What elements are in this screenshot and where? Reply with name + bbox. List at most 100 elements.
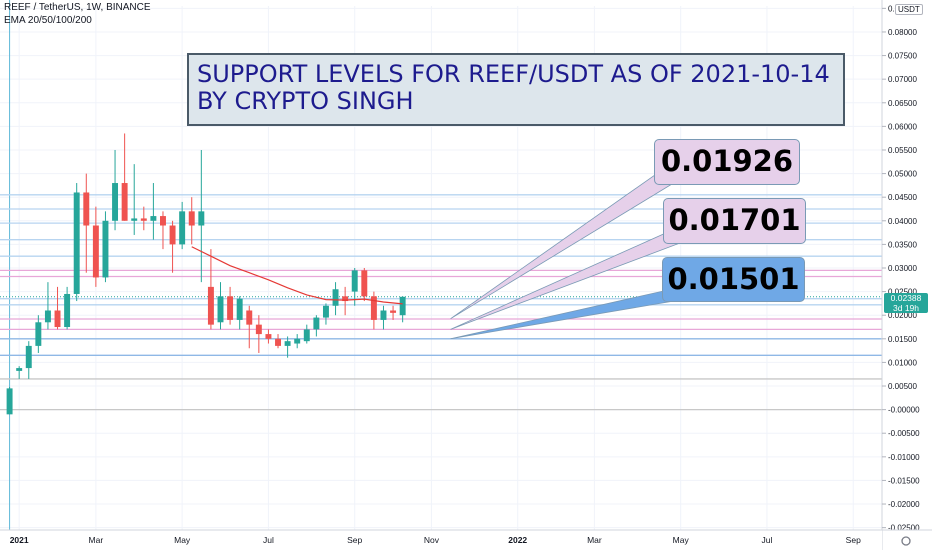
candle-body xyxy=(44,310,51,323)
candle-body xyxy=(361,270,368,297)
price-tick-label: 0.02000 xyxy=(888,311,917,320)
candle-body xyxy=(16,368,23,371)
candle-down xyxy=(390,305,397,320)
candle-body xyxy=(342,296,349,302)
time-tick-label: May xyxy=(174,535,191,545)
candle-down xyxy=(227,286,234,325)
candle-up xyxy=(73,183,80,302)
price-tick-label: 0.06000 xyxy=(888,122,917,131)
support-callout-1: 0.01926 xyxy=(654,139,800,185)
time-tick-label: 2021 xyxy=(10,535,29,545)
candle-up xyxy=(322,303,329,325)
price-tick-label: 0.04500 xyxy=(888,193,917,202)
candles xyxy=(6,133,406,415)
candle-up xyxy=(313,315,320,337)
candle-down xyxy=(92,206,99,287)
candle-body xyxy=(284,341,291,346)
candle-body xyxy=(6,388,13,415)
candle-up xyxy=(131,164,138,235)
candle-body xyxy=(275,338,281,346)
price-tick-label: 0.02500 xyxy=(888,288,917,297)
currency-label[interactable]: USDT xyxy=(895,4,923,15)
candle-body xyxy=(399,296,406,316)
candle-body xyxy=(83,192,90,226)
candle-down xyxy=(188,197,195,245)
callout-pointers xyxy=(450,169,681,340)
candle-body xyxy=(207,286,214,325)
candle-down xyxy=(83,173,90,273)
price-tick-label: -0.02500 xyxy=(888,524,920,533)
price-tick-label: -0.01500 xyxy=(888,476,920,485)
candle-up xyxy=(44,282,51,330)
candle-down xyxy=(207,249,214,330)
candle-body xyxy=(25,345,32,369)
candle-up xyxy=(380,305,387,330)
candle-body xyxy=(380,310,387,320)
candle-body xyxy=(150,216,157,221)
last-price-value: 0.02388 xyxy=(890,293,922,303)
candle-body xyxy=(246,310,253,325)
price-tick-label: -0.00500 xyxy=(888,429,920,438)
indicator-legend[interactable]: EMA 20/50/100/200 xyxy=(4,15,92,26)
candle-body xyxy=(313,317,320,330)
price-tick-label: 0.01000 xyxy=(888,358,917,367)
candle-body xyxy=(179,211,186,245)
price-tick-label: 0.01500 xyxy=(888,335,917,344)
price-axis: 0.085000.080000.075000.070000.065000.060… xyxy=(881,0,932,550)
candle-body xyxy=(102,220,109,278)
candle-down xyxy=(160,211,166,250)
candle-body xyxy=(332,289,339,306)
settings-gear-icon[interactable] xyxy=(901,536,911,546)
candle-down xyxy=(275,334,281,349)
candle-down xyxy=(246,305,253,349)
price-tick-label: -0.00000 xyxy=(888,406,920,415)
candle-body xyxy=(255,324,262,335)
time-tick-label: Sep xyxy=(846,535,861,545)
time-axis-bg xyxy=(0,530,882,550)
candle-up xyxy=(303,324,310,344)
candle-body xyxy=(54,310,61,328)
candle-down xyxy=(255,315,262,353)
candle-down xyxy=(169,220,176,273)
price-axis-bg xyxy=(882,0,932,550)
candle-body xyxy=(160,216,166,226)
candle-body xyxy=(294,338,301,344)
candle-up xyxy=(35,315,42,353)
candle-body xyxy=(112,183,119,221)
candle-body xyxy=(73,192,80,294)
price-tick-label: 0.00500 xyxy=(888,382,917,391)
candle-body xyxy=(236,298,243,320)
candle-up xyxy=(6,386,13,415)
time-tick-label: Jul xyxy=(762,535,773,545)
candle-body xyxy=(370,296,377,320)
candle-body xyxy=(303,329,310,342)
price-tick-label: -0.01000 xyxy=(888,453,920,462)
time-tick-label: Jul xyxy=(263,535,274,545)
candle-up xyxy=(64,286,71,330)
candle-down xyxy=(370,291,377,330)
time-tick-label: 2022 xyxy=(508,535,527,545)
candle-body xyxy=(217,296,224,323)
price-tick-label: -0.02000 xyxy=(888,500,920,509)
candle-down xyxy=(265,329,272,344)
price-tick-label: 0.06500 xyxy=(888,99,917,108)
candle-body xyxy=(92,225,99,278)
symbol-title: REEF / TetherUS, 1W, BINANCE xyxy=(4,2,151,13)
candle-up xyxy=(16,366,23,379)
last-price-tag: 0.02388 3d 19h xyxy=(884,293,928,313)
price-tick-label: 0.03000 xyxy=(888,264,917,273)
annotation-line-1: SUPPORT LEVELS FOR REEF/USDT AS OF 2021-… xyxy=(197,60,830,88)
candle-body xyxy=(322,305,329,318)
bar-countdown: 3d 19h xyxy=(893,303,919,313)
price-tick-label: 0.07500 xyxy=(888,52,917,61)
annotation-line-2: BY CRYPTO SINGH xyxy=(197,87,414,115)
candle-body xyxy=(169,225,176,245)
candle-up xyxy=(399,296,406,323)
candle-body xyxy=(390,310,397,313)
candle-body xyxy=(198,211,205,226)
candle-up xyxy=(112,149,119,231)
time-tick-label: Mar xyxy=(89,535,104,545)
support-callout-3: 0.01501 xyxy=(662,257,805,302)
candle-up xyxy=(198,149,205,283)
ema-line xyxy=(191,246,403,305)
